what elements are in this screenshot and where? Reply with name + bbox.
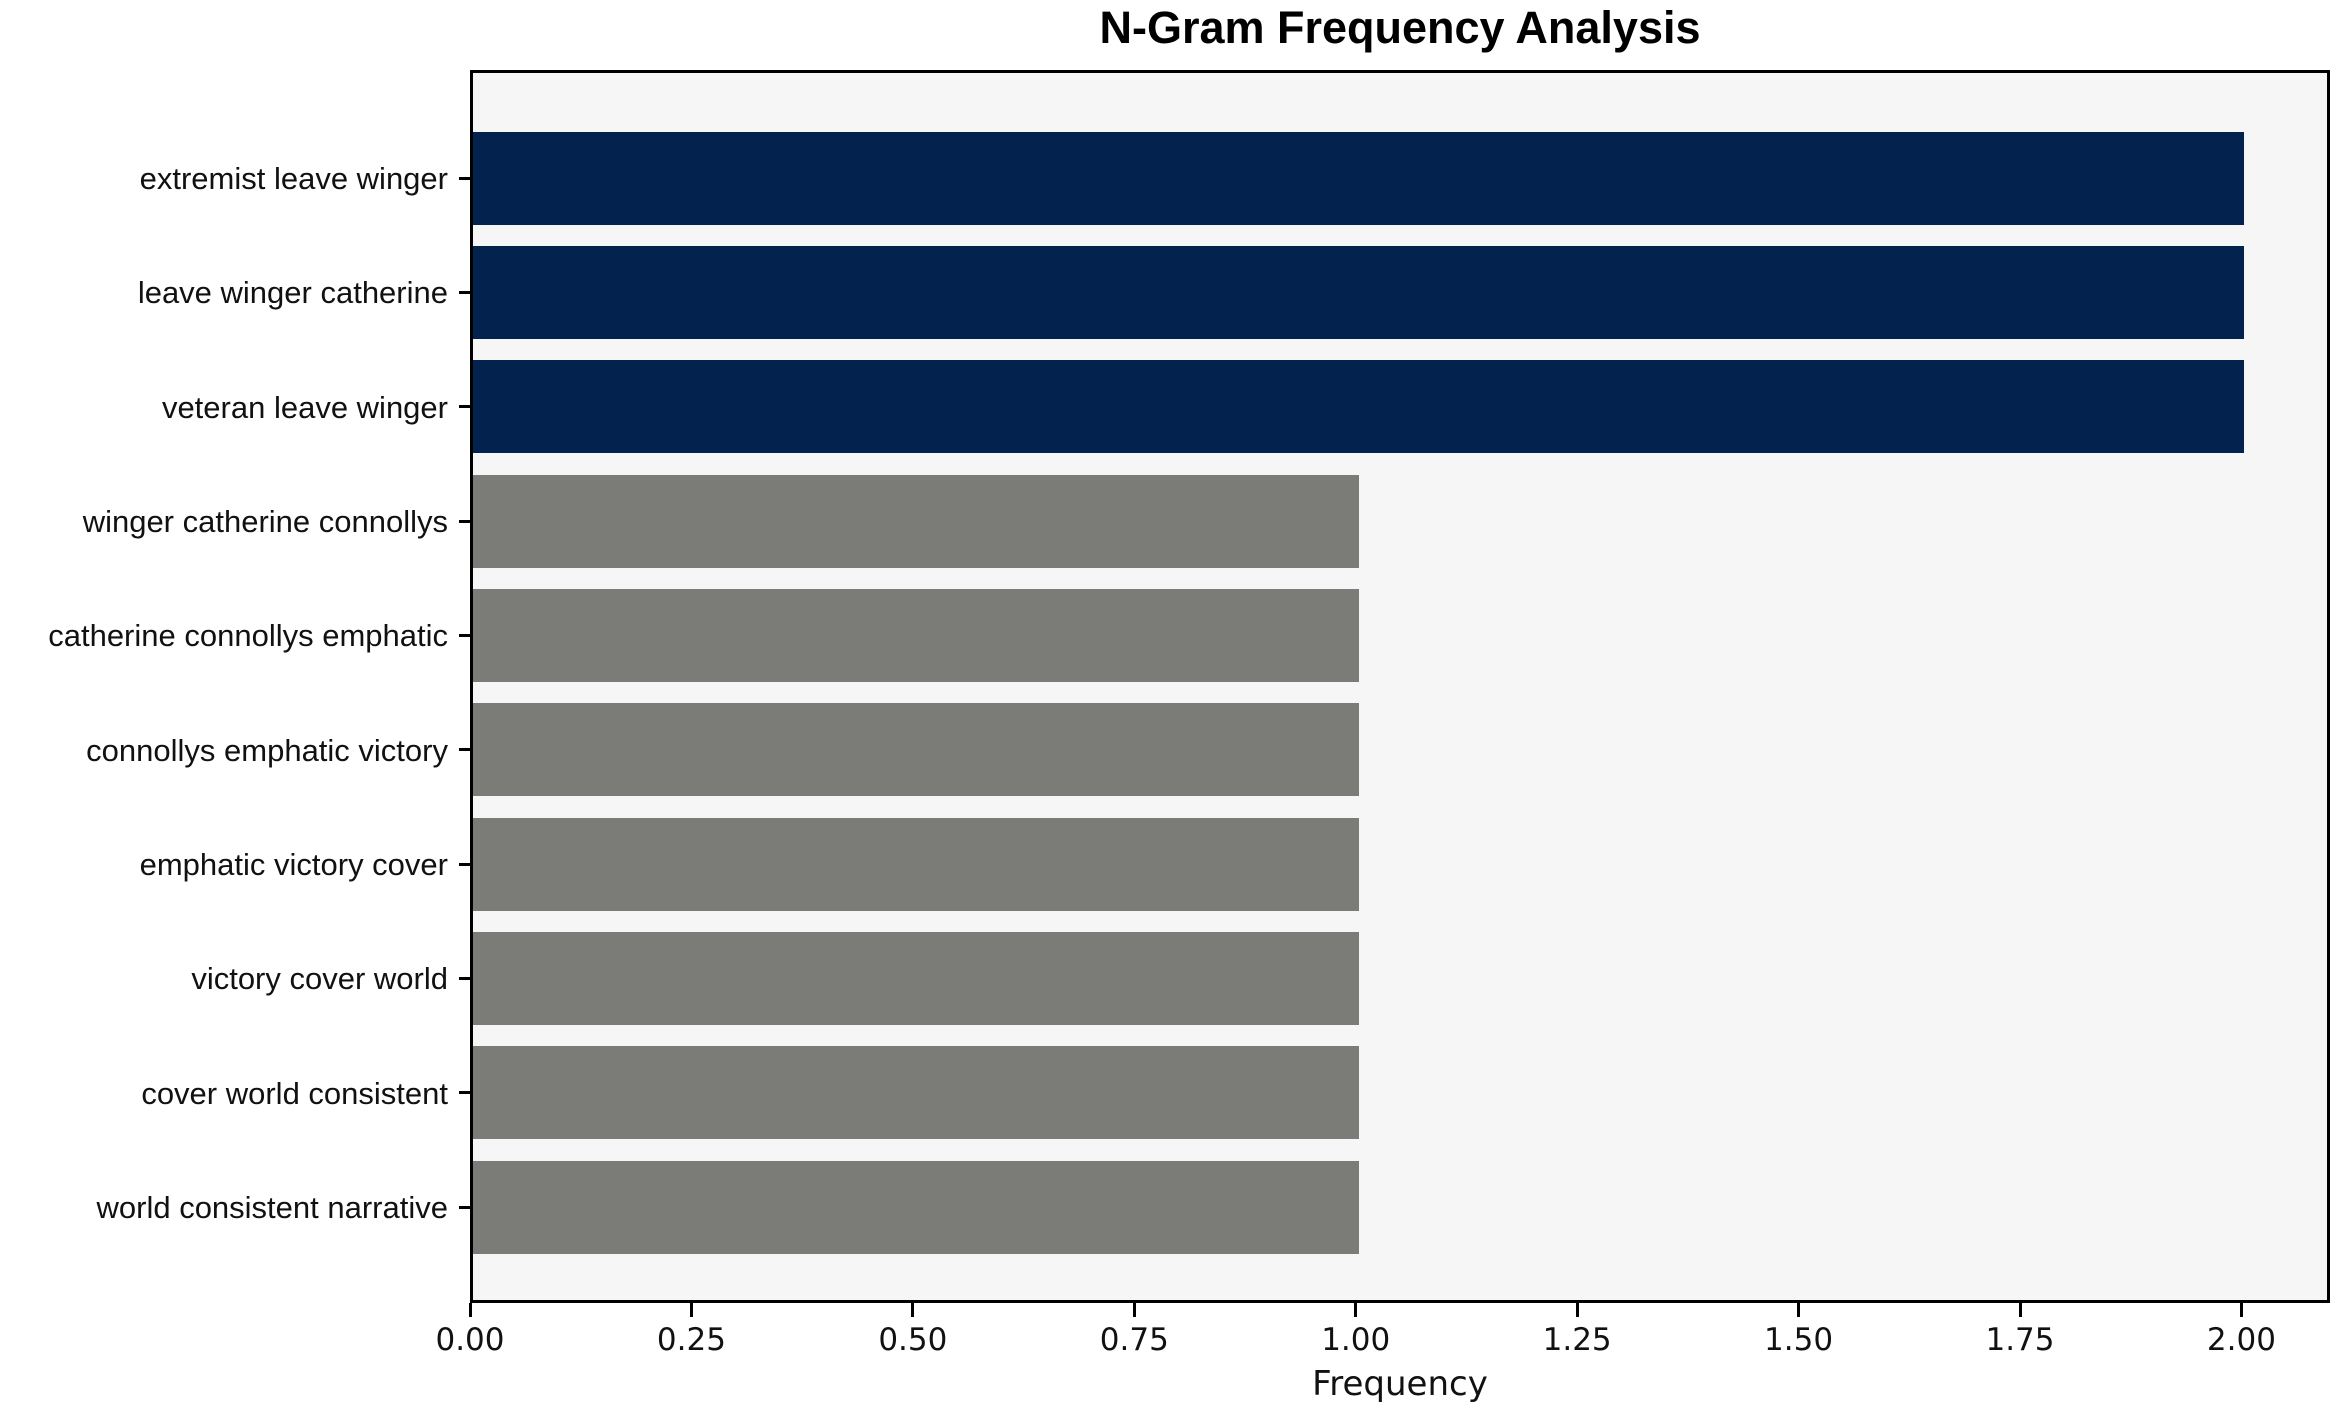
y-tick-mark xyxy=(459,1205,470,1209)
x-tick-label: 2.00 xyxy=(2206,1322,2276,1358)
y-tick-label: emphatic victory cover xyxy=(139,847,448,883)
y-tick-label: winger catherine connollys xyxy=(82,504,448,540)
x-tick-mark xyxy=(1354,1303,1358,1317)
chart-title: N-Gram Frequency Analysis xyxy=(1099,2,1701,53)
bar-victory-cover-world xyxy=(473,931,1359,1025)
bar-world-consistent-narrative xyxy=(473,1160,1359,1254)
y-tick-mark xyxy=(459,290,470,294)
y-tick-mark xyxy=(459,748,470,752)
x-tick-mark xyxy=(1797,1303,1801,1317)
y-tick-label: catherine connollys emphatic xyxy=(48,618,448,654)
x-tick-mark xyxy=(1132,1303,1136,1317)
bar-winger-catherine-connollys xyxy=(473,474,1359,568)
x-tick-mark xyxy=(1575,1303,1579,1317)
bar-emphatic-victory-cover xyxy=(473,817,1359,911)
x-tick-label: 0.00 xyxy=(435,1322,505,1358)
x-tick-label: 1.25 xyxy=(1542,1322,1612,1358)
x-tick-mark xyxy=(689,1303,693,1317)
y-tick-label: connollys emphatic victory xyxy=(86,732,448,768)
bar-veteran-leave-winger xyxy=(473,360,2245,454)
y-tick-mark xyxy=(459,1091,470,1095)
x-tick-label: 0.25 xyxy=(656,1322,726,1358)
y-tick-label: veteran leave winger xyxy=(161,389,448,425)
plot-area xyxy=(470,70,2330,1303)
x-tick-mark xyxy=(911,1303,915,1317)
bar-catherine-connollys-emphatic xyxy=(473,588,1359,682)
y-tick-label: cover world consistent xyxy=(141,1075,448,1111)
y-tick-mark xyxy=(459,862,470,866)
x-tick-label: 0.50 xyxy=(878,1322,948,1358)
x-tick-label: 1.75 xyxy=(1985,1322,2055,1358)
y-tick-label: extremist leave winger xyxy=(139,161,448,196)
y-tick-label: world consistent narrative xyxy=(96,1190,449,1226)
x-tick-label: 1.50 xyxy=(1764,1322,1834,1358)
x-tick-mark xyxy=(2018,1303,2022,1317)
y-tick-mark xyxy=(459,976,470,980)
x-tick-label: 1.00 xyxy=(1321,1322,1391,1358)
y-tick-mark xyxy=(459,633,470,637)
y-tick-mark xyxy=(459,405,470,409)
bar-connollys-emphatic-victory xyxy=(473,703,1359,797)
y-tick-mark xyxy=(459,176,470,180)
x-tick-label: 0.75 xyxy=(1099,1322,1169,1358)
bar-leave-winger-catherine xyxy=(473,245,2245,339)
x-tick-mark xyxy=(468,1303,472,1317)
y-tick-mark xyxy=(459,519,470,523)
y-tick-label: victory cover world xyxy=(191,961,448,997)
bar-extremist-leave-winger xyxy=(473,131,2245,225)
x-axis-label: Frequency xyxy=(1312,1364,1488,1404)
bar-cover-world-consistent xyxy=(473,1046,1359,1140)
y-tick-label: leave winger catherine xyxy=(137,275,448,311)
x-tick-mark xyxy=(2239,1303,2243,1317)
